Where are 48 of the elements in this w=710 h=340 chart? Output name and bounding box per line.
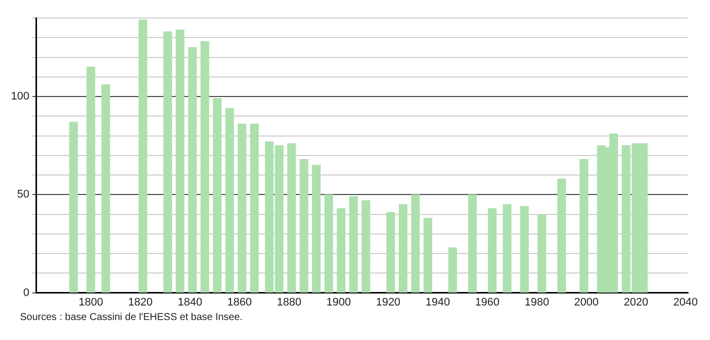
x-tick-label: 1980 [524,296,550,308]
bar [502,204,512,293]
x-tick-label: 1900 [326,296,351,308]
bar [86,66,96,293]
bar [312,164,321,293]
x-tick-label: 2000 [574,296,599,308]
bar [101,84,110,293]
bar [362,200,370,293]
bar [398,204,408,293]
source-note: Sources : base Cassini de l'EHESS et base Insee. [20,312,244,323]
bar [163,31,172,293]
bar [138,20,148,293]
bar [468,194,477,293]
bar [424,218,432,293]
bar [188,47,197,293]
bar [324,194,334,293]
bar [200,41,210,293]
bar [300,158,308,293]
y-tick-label: 0 [23,286,30,299]
bar [250,124,259,293]
bar [386,212,395,293]
x-tick-label: 1960 [475,296,500,308]
x-tick-label: 1800 [78,296,104,308]
x-tick-label: 1840 [178,296,202,308]
x-tick-label: 1820 [128,296,153,308]
bar [212,98,222,293]
bar [225,108,234,293]
x-tick-label: 1940 [426,296,450,308]
bar [448,247,457,293]
x-tick-label: 2040 [673,296,698,308]
x-tick-label: 1920 [376,296,400,308]
bar [336,208,346,293]
bar [520,206,529,293]
y-tick-label: 100 [10,90,30,103]
bar [287,143,296,293]
bar [537,214,546,293]
x-tick-label: 2020 [624,296,648,308]
bar [238,124,246,293]
y-tick-label: 50 [17,188,30,201]
bar [557,178,566,293]
bar [349,196,358,293]
bar [580,158,588,293]
x-tick-label: 1880 [276,296,302,308]
x-tick-label: 1860 [227,296,252,308]
bar [411,194,420,293]
bar [488,208,497,293]
bar [176,29,184,293]
bar [69,122,78,293]
